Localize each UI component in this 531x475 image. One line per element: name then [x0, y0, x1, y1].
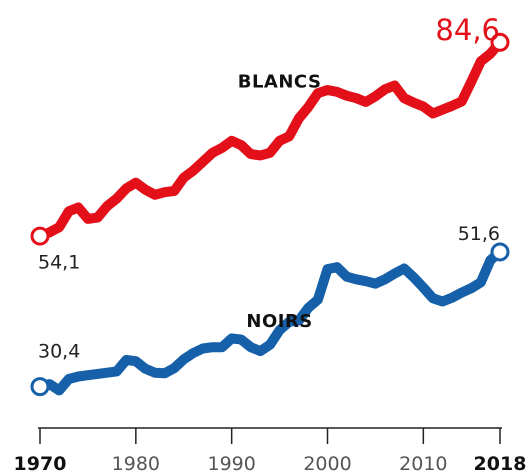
end-point	[490, 32, 510, 52]
x-tick-label: 1990	[207, 453, 255, 475]
labels-layer: BLANCS 54,1 NOIRS 30,4 84,6 51,6	[38, 13, 500, 362]
series-line-blancs	[35, 37, 505, 242]
series-line-noirs	[35, 247, 505, 396]
x-tick-label: 1980	[112, 453, 160, 475]
start-point	[30, 377, 50, 397]
start-point	[30, 226, 50, 246]
start-value-label: 54,1	[38, 251, 80, 273]
end-value-label: 51,6	[458, 223, 500, 245]
end-point	[490, 242, 510, 262]
series-name-label: BLANCS	[238, 71, 322, 92]
series-layer	[30, 32, 510, 397]
start-value-label: 30,4	[38, 340, 80, 362]
series-name-label: NOIRS	[246, 311, 312, 332]
x-tick-label: 2010	[399, 453, 447, 475]
end-value-label: 84,6	[435, 13, 500, 47]
x-tick-label: 2000	[303, 453, 351, 475]
x-axis: 1970 1980 1990 2000 2010 2018	[14, 427, 527, 475]
x-tick-label: 1970	[14, 453, 67, 475]
x-tick-label: 2018	[474, 453, 527, 475]
